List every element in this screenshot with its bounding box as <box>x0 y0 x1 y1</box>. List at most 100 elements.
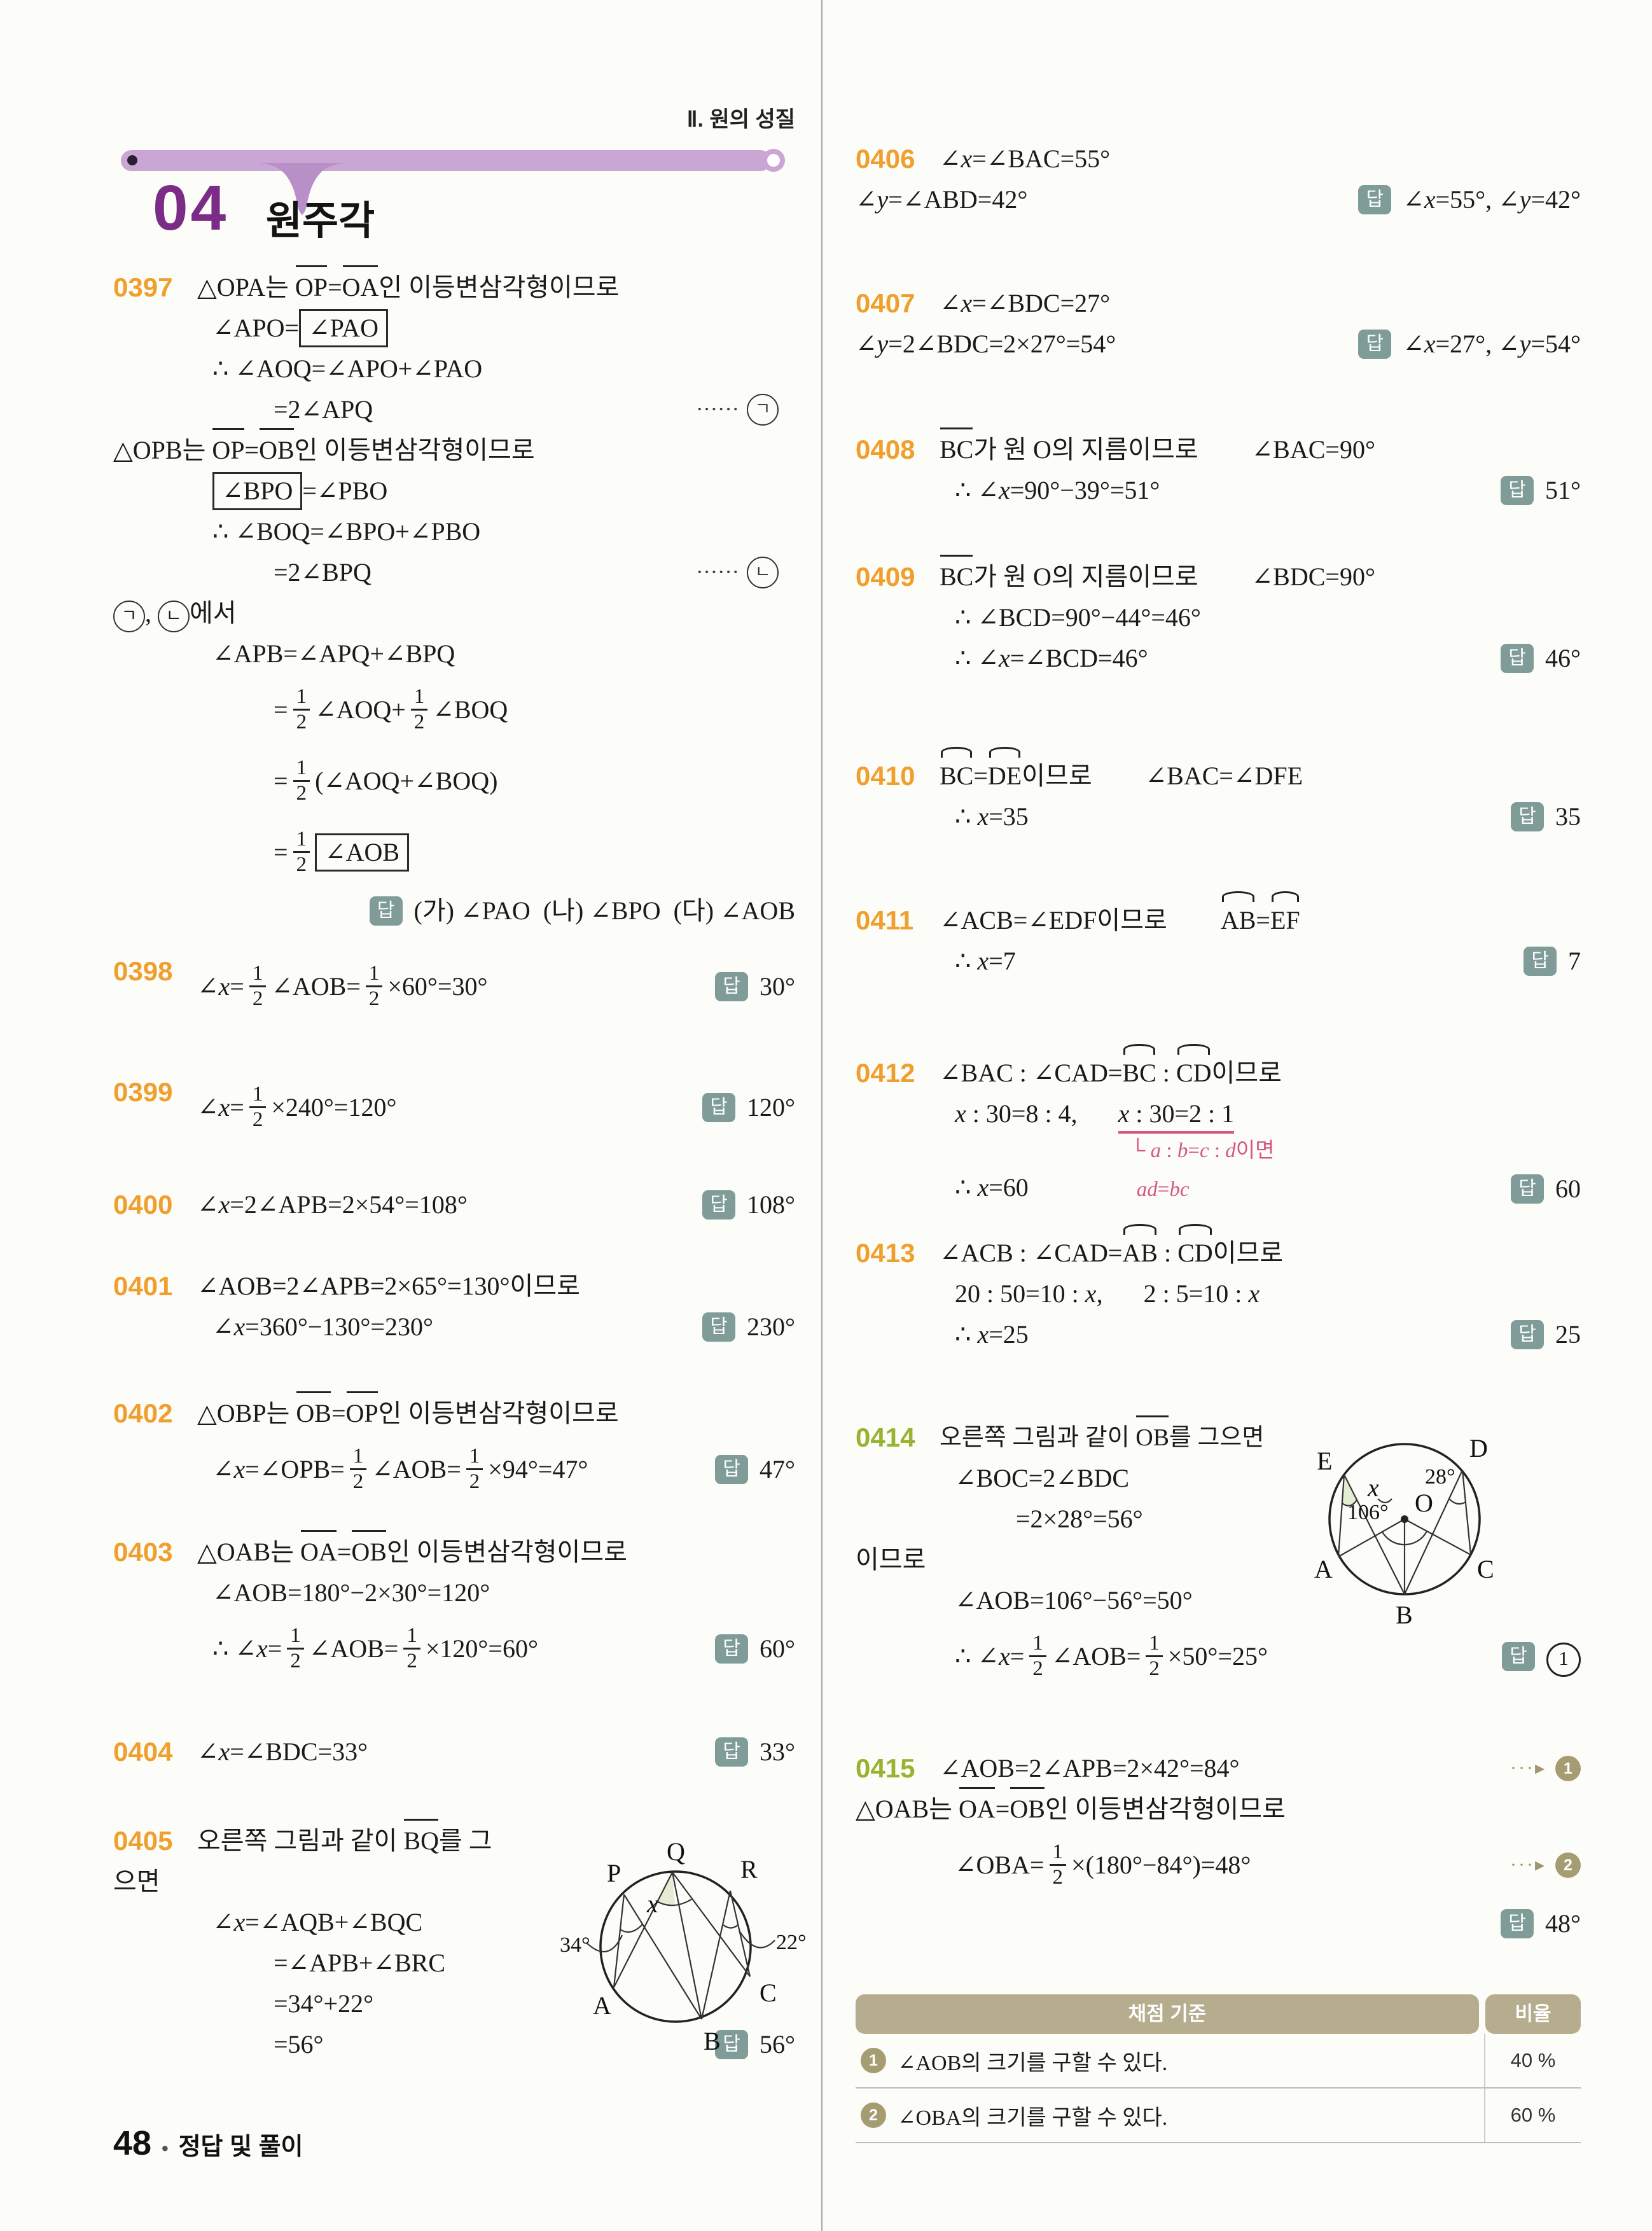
angle-label-28: 28° <box>1425 1465 1455 1489</box>
solution-line: 오른쪽 그림과 같이 BQ를 그 <box>197 1819 795 1861</box>
point-label-D: D <box>1469 1434 1488 1463</box>
angle-label-x: x <box>646 1889 658 1918</box>
problem-number: 0406 <box>856 144 915 174</box>
unit-title: 원주각 <box>266 199 375 243</box>
solution-line: BC가 원 O의 지름이므로 ∠BDC=90° <box>940 555 1581 597</box>
solution-line: = 1 2 ∠AOB <box>274 817 795 888</box>
problem-number: 0398 <box>113 956 173 986</box>
solution-line: = 1 2 ∠AOQ+ 1 2 ∠BOQ <box>274 685 508 734</box>
circle-diagram-0405: Q P R A B C 34° x 22° <box>560 1837 807 2055</box>
problem-number: 0411 <box>856 905 914 935</box>
problem-0405: 0405 오른쪽 그림과 같이 BQ를 그 으면 ∠x=∠AQB+∠BQC =∠… <box>113 1819 795 2065</box>
solution-line: = 1 2 (∠AOQ+∠BOQ) <box>274 756 498 805</box>
problem-0398: 0398 ∠x= 1 2 ∠AOB= 1 2 ×60°=30° 답 30° <box>113 951 795 1022</box>
solution-line: ∴ x=7 답 7 <box>955 947 1581 976</box>
point-label-C: C <box>760 1978 777 2007</box>
problem-number: 0403 <box>113 1537 173 1567</box>
solution-line: ∠x=∠BAC=55° <box>940 144 1111 173</box>
problem-0408: 0408 BC가 원 O의 지름이므로 ∠BAC=90° ∴ ∠x=90°−39°… <box>856 427 1581 511</box>
solution-line: ∠OBA= 1 2 ×(180°−84°)=48° ···▸ 2 <box>955 1830 1581 1901</box>
problem-0397: 0397 △OPA는 OP=OA인 이등변삼각형이므로 ∠APO= ∠PAO ∴ … <box>113 265 795 934</box>
problem-number: 0410 <box>856 761 915 791</box>
footer-dot: • <box>162 2138 169 2159</box>
problem-number: 0408 <box>856 434 915 464</box>
solution-line: ∠y=2∠BDC=2×27°=54° 답 ∠x=27°, ∠y=54° <box>856 330 1581 359</box>
problem-number: 0409 <box>856 562 915 592</box>
solution-line: ∠x=∠BDC=27° <box>940 289 1111 317</box>
problem-0406: 0406 ∠x=∠BAC=55° ∠y=∠ABD=42° 답 ∠x=55°, ∠y=… <box>856 139 1581 220</box>
row-number-badge: 2 <box>861 2102 886 2128</box>
chapter-ribbon <box>121 149 785 215</box>
solution-line: △OPA는 OP=OA인 이등변삼각형이므로 <box>197 265 795 308</box>
solution-line: ∠ACB : ∠CAD=AB : CD이므로 <box>940 1224 1581 1274</box>
problem-0415: 0415 ∠AOB=2∠APB=2×42°=84° ···▸ 1 △OAB는 OA=… <box>856 1748 1581 1947</box>
point-label-Q: Q <box>667 1837 685 1866</box>
solution-line: ∴ ∠x= 1 2 ∠AOB= 1 2 ×50°=25° 답 1 <box>955 1621 1581 1692</box>
answer-line: 답 48° <box>940 1901 1581 1947</box>
solution-line: ∴ ∠x= 1 2 ∠AOB= 1 2 ×120°=60° 답 60° <box>212 1624 795 1673</box>
problem-number: 0401 <box>113 1271 173 1301</box>
point-label-B: B <box>704 2027 721 2055</box>
solution-line: ∴ x=60 ad=bc 답 60 <box>955 1173 1581 1204</box>
solution-line: ∠x=∠AQB+∠BQC <box>212 1908 423 1936</box>
problem-number: 0399 <box>113 1077 173 1107</box>
problem-number: 0407 <box>856 288 915 318</box>
solution-line: ∠APO= ∠PAO <box>212 308 795 349</box>
solution-line: △OAB는 OA=OB인 이등변삼각형이므로 <box>197 1530 795 1573</box>
problem-number: 0412 <box>856 1058 915 1088</box>
angle-label-x: x <box>1367 1473 1379 1502</box>
ratio-value: 40 % <box>1484 2034 1581 2087</box>
solution-line: ∠x= 1 2 ×240°=120° 답 120° <box>197 1083 795 1132</box>
problem-number: 0397 <box>113 272 173 302</box>
solution-line: =∠APB+∠BRC <box>274 1949 445 1977</box>
solution-line: BC=DE이므로 ∠BAC=∠DFE <box>940 747 1581 796</box>
angle-label-106: 106° <box>1347 1501 1389 1524</box>
solution-line: ∠BAC : ∠CAD=BC : CD이므로 <box>940 1044 1581 1094</box>
problem-number: 0413 <box>856 1238 915 1268</box>
solution-line: ∠BPO =∠PBO <box>212 471 795 511</box>
ratio-value: 60 % <box>1484 2089 1581 2142</box>
solution-line: ∠x=360°−130°=230° 답 230° <box>212 1312 795 1342</box>
problem-0413: 0413 ∠ACB : ∠CAD=AB : CD이므로 20 : 50=10 :… <box>856 1224 1581 1355</box>
solution-line: ∠y=∠ABD=42° 답 ∠x=55°, ∠y=42° <box>856 185 1581 214</box>
solution-line: ∴ x=25 답 25 <box>955 1320 1581 1349</box>
scoring-ratio-header: 비율 <box>1485 1994 1581 2034</box>
problem-0409: 0409 BC가 원 O의 지름이므로 ∠BDC=90° ∴ ∠BCD=90°−4… <box>856 555 1581 679</box>
point-label-O: O <box>1415 1489 1433 1517</box>
problem-0411: 0411 ∠ACB=∠EDF이므로 AB=EF ∴ x=7 답 7 <box>856 891 1581 982</box>
solution-line: △OBP는 OB=OP인 이등변삼각형이므로 <box>197 1391 795 1434</box>
solution-line: △OAB는 OA=OB인 이등변삼각형이므로 <box>856 1787 1581 1830</box>
criteria-text: ∠AOB의 크기를 구할 수 있다. <box>898 2051 1168 2075</box>
problem-number: 0402 <box>113 1398 173 1428</box>
solution-line: ∠AOB=2∠APB=2×42°=84° ···▸ 1 <box>940 1748 1581 1789</box>
solution-line: ∠AOB=106°−56°=50° <box>955 1586 1193 1615</box>
problem-0414: 0414 오른쪽 그림과 같이 OB를 그으면 ∠BOC=2∠BDC =2×28… <box>856 1415 1581 1692</box>
page-number: 48 <box>113 2124 152 2162</box>
solution-line: =2∠BPQ ······ ㄴ <box>274 552 795 593</box>
annotation-line: └ a : b=c : d이면 <box>1130 1139 1275 1162</box>
solution-line: ∠APB=∠APQ+∠BPQ <box>212 639 455 668</box>
solution-line: =2×28°=56° <box>1016 1505 1143 1533</box>
point-label-E: E <box>1317 1447 1332 1475</box>
circle-diagram-0414: E D A C B O x 28° 106° <box>1314 1434 1494 1629</box>
solution-line: ∴ x=35 답 35 <box>955 802 1581 831</box>
column-divider <box>821 0 823 2231</box>
solution-line: ∴ ∠BCD=90°−44°=46° <box>955 603 1201 632</box>
footer-label: 정답 및 풀이 <box>178 2134 303 2160</box>
table-row: 2 ∠OBA의 크기를 구할 수 있다. 60 % <box>856 2089 1581 2143</box>
table-row: 1 ∠AOB의 크기를 구할 수 있다. 40 % <box>856 2034 1581 2089</box>
solution-line: ∠BOC=2∠BDC <box>955 1464 1130 1492</box>
point-label-B: B <box>1396 1601 1413 1629</box>
problem-number: 0414 <box>856 1422 915 1452</box>
point-label-A: A <box>1314 1555 1333 1583</box>
problem-0412: 0412 ∠BAC : ∠CAD=BC : CD이므로 x : 30=8 : 4… <box>856 1044 1581 1210</box>
solution-line: BC가 원 O의 지름이므로 ∠BAC=90° <box>940 427 1581 470</box>
angle-label-22: 22° <box>776 1931 807 1954</box>
problem-number: 0404 <box>113 1737 173 1767</box>
solution-line: 이므로 <box>856 1545 926 1574</box>
solution-line: =56° 답 56° <box>274 2030 795 2059</box>
solution-line: 오른쪽 그림과 같이 OB를 그으면 <box>940 1415 1581 1458</box>
solution-line: x : 30=8 : 4, x : 30=2 : 1 <box>955 1094 1581 1134</box>
problem-0402: 0402 △OBP는 OB=OP인 이등변삼각형이므로 ∠x=∠OPB= 1 2 ∠A… <box>113 1391 795 1505</box>
